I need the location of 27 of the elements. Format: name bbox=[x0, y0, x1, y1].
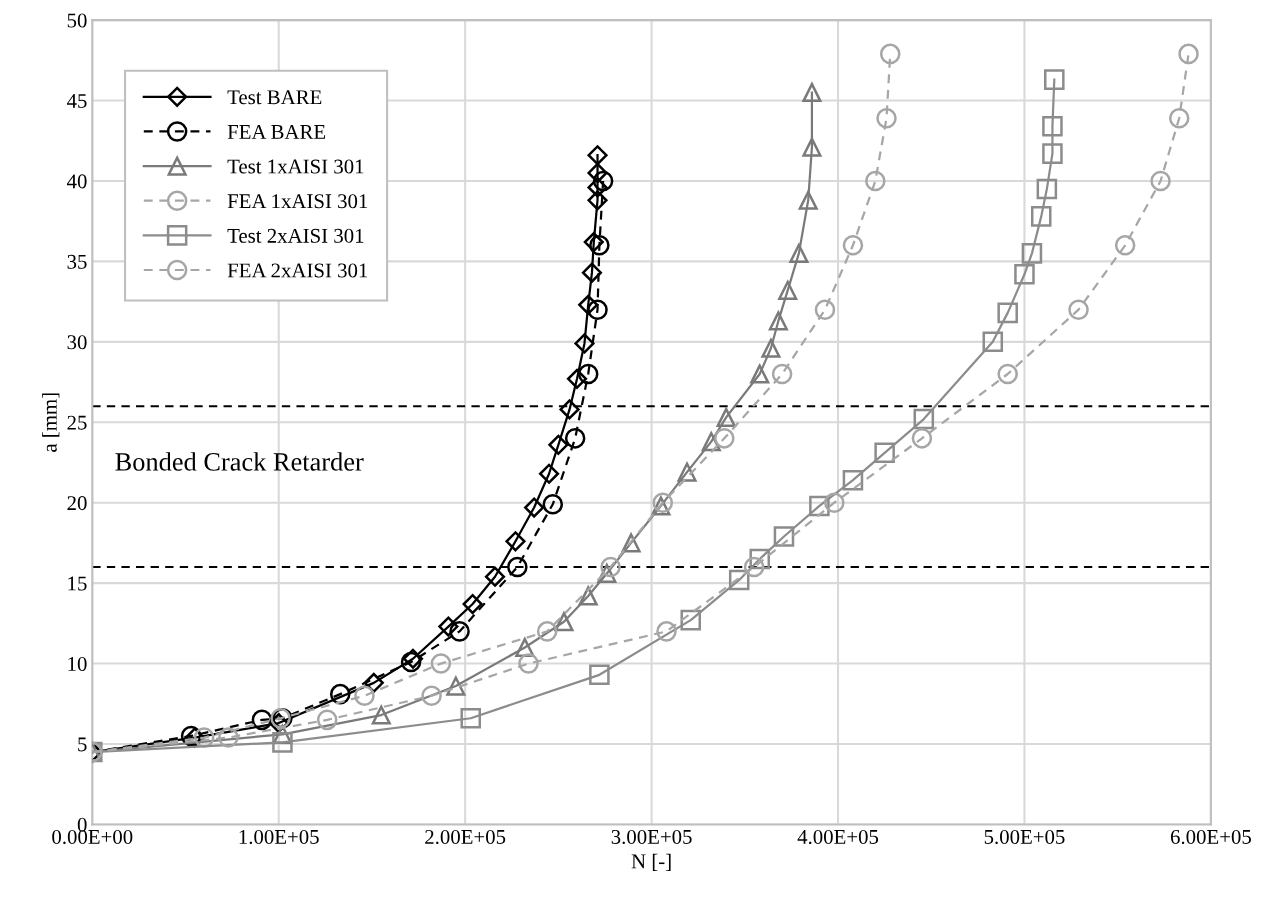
y-tick-label: 30 bbox=[67, 335, 87, 350]
y-tick-label: 35 bbox=[67, 254, 87, 269]
y-tick-label: 40 bbox=[66, 174, 87, 189]
legend-label: FEA 2xAISI 301 bbox=[227, 263, 368, 278]
y-tick-label: 20 bbox=[67, 496, 87, 511]
x-tick-label: 2.00E+05 bbox=[425, 829, 506, 845]
x-tick-label: 1.00E+05 bbox=[239, 829, 319, 845]
legend-label: Test 1xAISI 301 bbox=[227, 159, 364, 174]
legend-label: Test 2xAISI 301 bbox=[227, 228, 364, 243]
y-tick-label: 50 bbox=[67, 13, 87, 28]
y-tick-label: 0 bbox=[77, 817, 87, 832]
y-tick-label: 15 bbox=[68, 576, 87, 591]
x-tick-label: 3.00E+05 bbox=[611, 829, 692, 845]
legend-label: FEA BARE bbox=[227, 124, 326, 139]
x-axis-title: N [-] bbox=[631, 853, 671, 871]
y-tick-label: 5 bbox=[78, 737, 87, 752]
x-tick-label: 5.00E+05 bbox=[984, 829, 1065, 845]
annotation: Bonded Crack Retarder bbox=[115, 452, 364, 471]
y-axis-title: a [mm] bbox=[42, 393, 60, 452]
x-tick-label: 6.00E+05 bbox=[1170, 829, 1251, 845]
x-tick-label: 0.00E+00 bbox=[52, 829, 133, 845]
legend-label: Test BARE bbox=[227, 90, 322, 105]
y-tick-label: 25 bbox=[67, 415, 87, 430]
y-tick-label: 10 bbox=[68, 656, 87, 671]
x-tick-label: 4.00E+05 bbox=[797, 829, 879, 845]
legend-label: FEA 1xAISI 301 bbox=[227, 194, 368, 209]
y-tick-label: 45 bbox=[66, 94, 87, 108]
